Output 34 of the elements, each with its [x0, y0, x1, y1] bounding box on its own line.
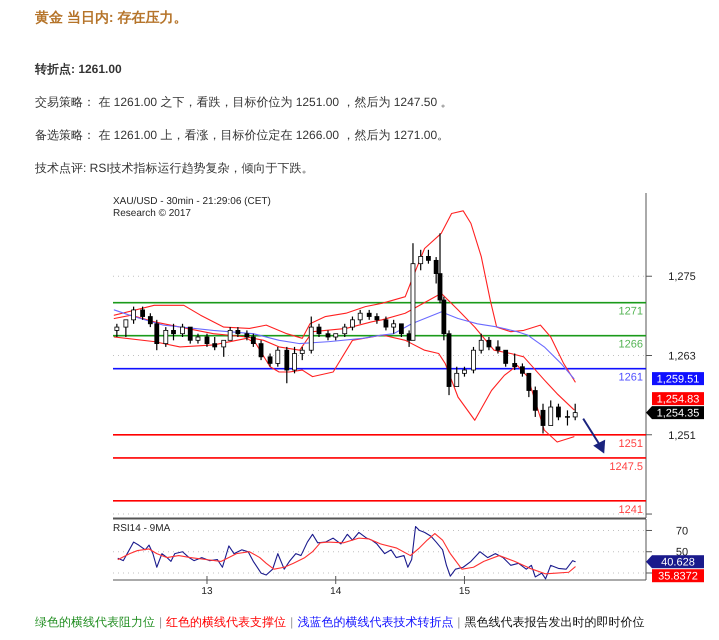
text: Research © 2017 [113, 208, 192, 219]
ref-line-label: 1241 [618, 504, 643, 516]
x-tick-label: 13 [201, 586, 213, 597]
text: 转折点: 1261.00 [34, 62, 122, 76]
text: 黑色线代表报告发出时的即时价位 [464, 615, 644, 629]
line-series [114, 309, 574, 380]
chart-title: XAU/USD - 30min - 21:29:06 (CET) [113, 196, 271, 207]
text: | [457, 615, 460, 629]
ref-line-label: 1266 [618, 338, 643, 351]
value-tag: 1,254.83 [652, 392, 704, 406]
x-tick-label: 14 [330, 586, 342, 597]
ref-line-label: 1271 [618, 306, 643, 318]
text: | [290, 615, 294, 629]
y-tick-label: 1,263 [668, 350, 696, 362]
y-tick-label: 70 [676, 525, 688, 538]
ref-line-label: 1251 [618, 438, 643, 450]
text: | [159, 615, 162, 629]
line-series [114, 210, 576, 382]
text: 红色的横线代表支撑位 [166, 615, 286, 629]
line-series [118, 533, 576, 574]
value-tag: 35.8372 [652, 569, 704, 583]
text: 浅蓝色的横线代表技术转折点 [297, 615, 454, 629]
chart-title: RSI14 - 9MA [113, 523, 171, 534]
text: 备选策略： 在 1261.00 上，看涨，目标价位定在 1266.00 ，然后为 1271.00。 [35, 128, 450, 142]
text: 黄金 当日内: 存在压力。 [34, 9, 188, 25]
text: 绿色的横线代表阻力位 [35, 615, 155, 629]
text: 交易策略： 在 1261.00 之下，看跌，目标价位为 1251.00 ，然后为 1247.50 。 [35, 95, 452, 109]
ref-line-label: 1247.5 [609, 460, 643, 473]
y-tick-label: 1,275 [668, 271, 696, 284]
y-tick-label: 1,251 [668, 430, 696, 442]
x-tick-label: 15 [458, 586, 470, 597]
text: 技术点评: RSI技术指标运行趋势复杂，倾向于下跌。 [34, 161, 314, 175]
ref-line-label: 1261 [618, 372, 643, 384]
value-tag: 1,259.51 [652, 372, 704, 386]
